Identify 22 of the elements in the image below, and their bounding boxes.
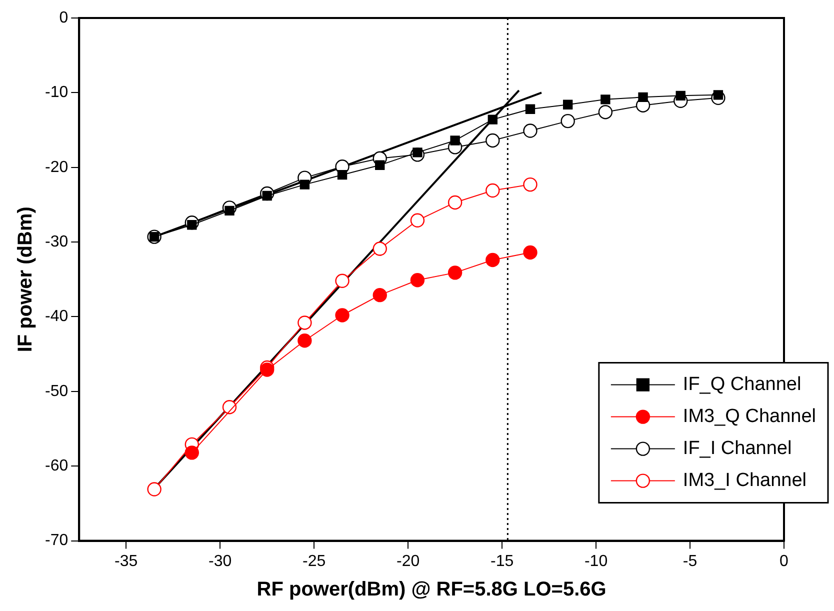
x-tick-label: -5 <box>682 552 698 570</box>
y-tick-label: -20 <box>45 158 68 176</box>
y-tick-label: -60 <box>45 458 68 475</box>
y-tick-label: -50 <box>45 382 68 400</box>
x-tick-label: 0 <box>780 552 789 570</box>
legend-label: IF_Q Channel <box>682 374 802 396</box>
y-tick-label: -70 <box>45 532 68 550</box>
y-axis-title: IF power (dBm) <box>14 206 37 352</box>
legend-label: IM3_I Channel <box>682 470 807 492</box>
y-tick-label: -10 <box>45 84 68 102</box>
x-tick-label: -30 <box>208 552 232 570</box>
y-tick-label: -40 <box>45 308 68 326</box>
x-tick-label: -15 <box>490 552 514 570</box>
legend-label: IF_I Channel <box>682 438 792 460</box>
legend-label: IM3_Q Channel <box>682 406 816 428</box>
x-tick-label: -35 <box>114 552 138 570</box>
x-axis-title: RF power(dBm) @ RF=5.8G LO=5.6G <box>256 578 606 601</box>
x-tick-label: -25 <box>302 552 326 570</box>
x-tick-label: -20 <box>396 552 420 570</box>
x-tick-label: -10 <box>584 552 608 570</box>
y-tick-label: 0 <box>59 9 68 26</box>
y-tick-label: -30 <box>45 233 68 250</box>
